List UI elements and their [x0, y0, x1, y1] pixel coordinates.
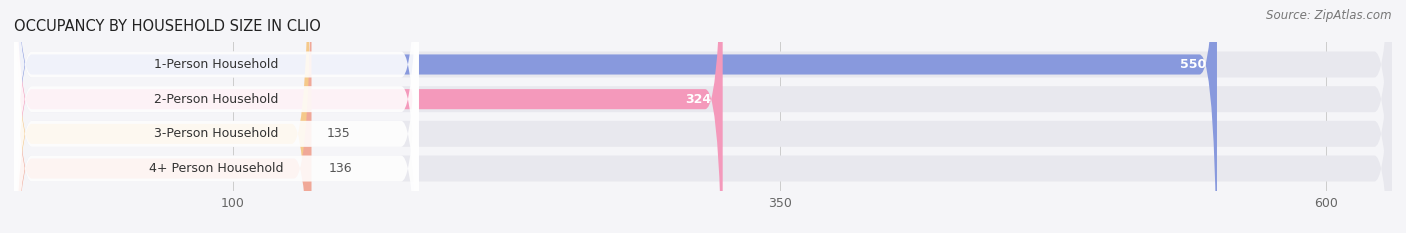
- Text: Source: ZipAtlas.com: Source: ZipAtlas.com: [1267, 9, 1392, 22]
- Text: 136: 136: [329, 162, 353, 175]
- FancyBboxPatch shape: [14, 0, 312, 233]
- FancyBboxPatch shape: [14, 0, 419, 233]
- Text: 324: 324: [686, 93, 711, 106]
- Text: 135: 135: [326, 127, 350, 140]
- FancyBboxPatch shape: [14, 0, 1392, 233]
- FancyBboxPatch shape: [14, 0, 419, 233]
- Text: 3-Person Household: 3-Person Household: [155, 127, 278, 140]
- Text: OCCUPANCY BY HOUSEHOLD SIZE IN CLIO: OCCUPANCY BY HOUSEHOLD SIZE IN CLIO: [14, 19, 321, 34]
- FancyBboxPatch shape: [14, 0, 1392, 233]
- FancyBboxPatch shape: [14, 0, 309, 233]
- Text: 4+ Person Household: 4+ Person Household: [149, 162, 284, 175]
- FancyBboxPatch shape: [14, 0, 1218, 233]
- Text: 1-Person Household: 1-Person Household: [155, 58, 278, 71]
- FancyBboxPatch shape: [14, 0, 419, 233]
- Text: 2-Person Household: 2-Person Household: [155, 93, 278, 106]
- FancyBboxPatch shape: [14, 0, 723, 233]
- FancyBboxPatch shape: [14, 0, 1392, 233]
- FancyBboxPatch shape: [14, 0, 419, 233]
- FancyBboxPatch shape: [14, 0, 1392, 233]
- Text: 550: 550: [1180, 58, 1206, 71]
